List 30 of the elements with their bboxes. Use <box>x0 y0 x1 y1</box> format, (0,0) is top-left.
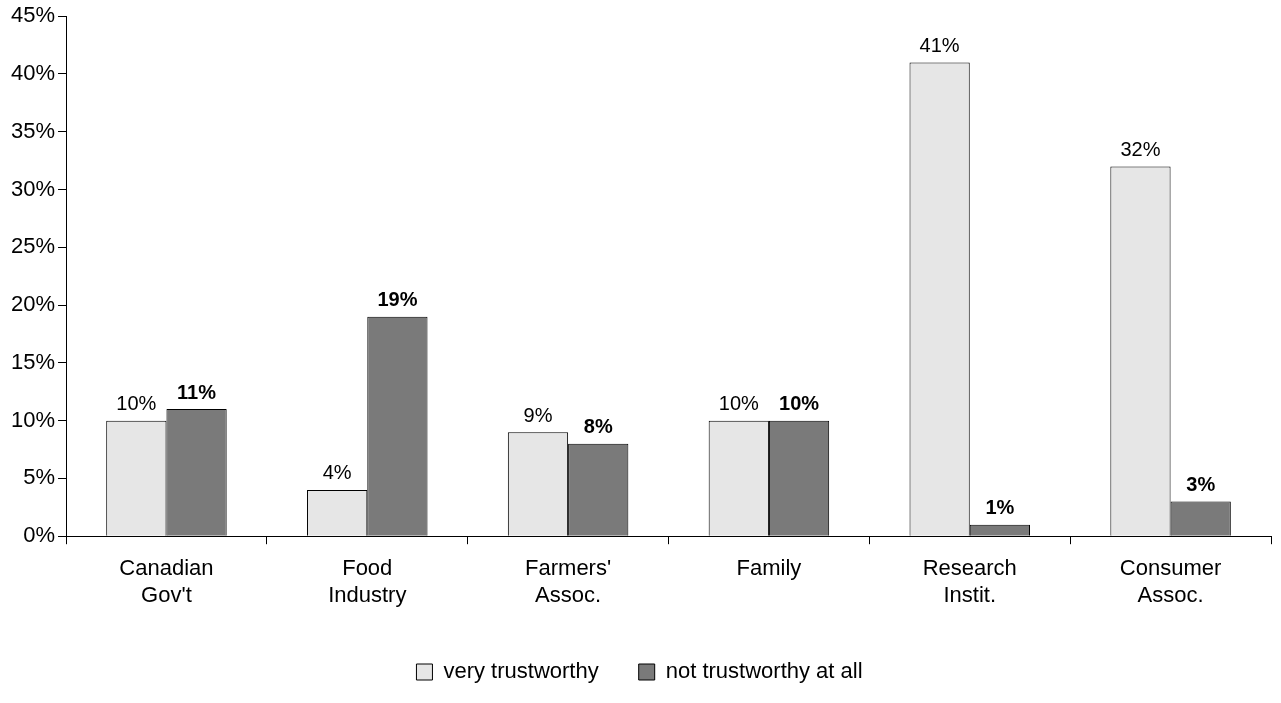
y-tick-label: 45% <box>10 2 56 28</box>
data-label: 32% <box>1120 137 1161 160</box>
x-tick-label: Family <box>736 555 802 581</box>
x-tick-label: Canadian Gov't <box>119 555 214 607</box>
y-tick-label: 5% <box>23 464 56 490</box>
y-tick-label: 40% <box>10 60 56 86</box>
data-label: 41% <box>919 33 960 56</box>
data-label: 9% <box>523 403 553 426</box>
data-label: 10% <box>779 392 820 415</box>
data-label: 10% <box>116 392 157 415</box>
legend-label: very trustworthy <box>443 658 599 684</box>
data-label: 10% <box>718 392 760 415</box>
y-tick-label: 10% <box>10 406 56 432</box>
data-label: 1% <box>985 496 1015 519</box>
legend-label: not trustworthy at all <box>665 658 863 684</box>
data-label: 4% <box>322 461 352 484</box>
x-tick-label: Research Instit. <box>922 555 1017 607</box>
data-label: 11% <box>177 380 217 403</box>
data-label: 3% <box>1186 473 1216 496</box>
y-tick-label: 30% <box>10 175 56 201</box>
data-label: 8% <box>583 415 613 438</box>
x-tick-label: Consumer Assoc. <box>1119 555 1222 607</box>
data-label: 19% <box>377 288 418 311</box>
x-tick-label: Farmers' Assoc. <box>525 555 612 607</box>
y-tick-label: 25% <box>10 233 56 259</box>
y-tick-label: 15% <box>10 348 56 374</box>
y-tick-label: 0% <box>23 522 56 548</box>
x-tick-label: Food Industry <box>328 555 407 607</box>
y-tick-label: 20% <box>10 291 56 317</box>
y-tick-label: 35% <box>10 117 56 143</box>
